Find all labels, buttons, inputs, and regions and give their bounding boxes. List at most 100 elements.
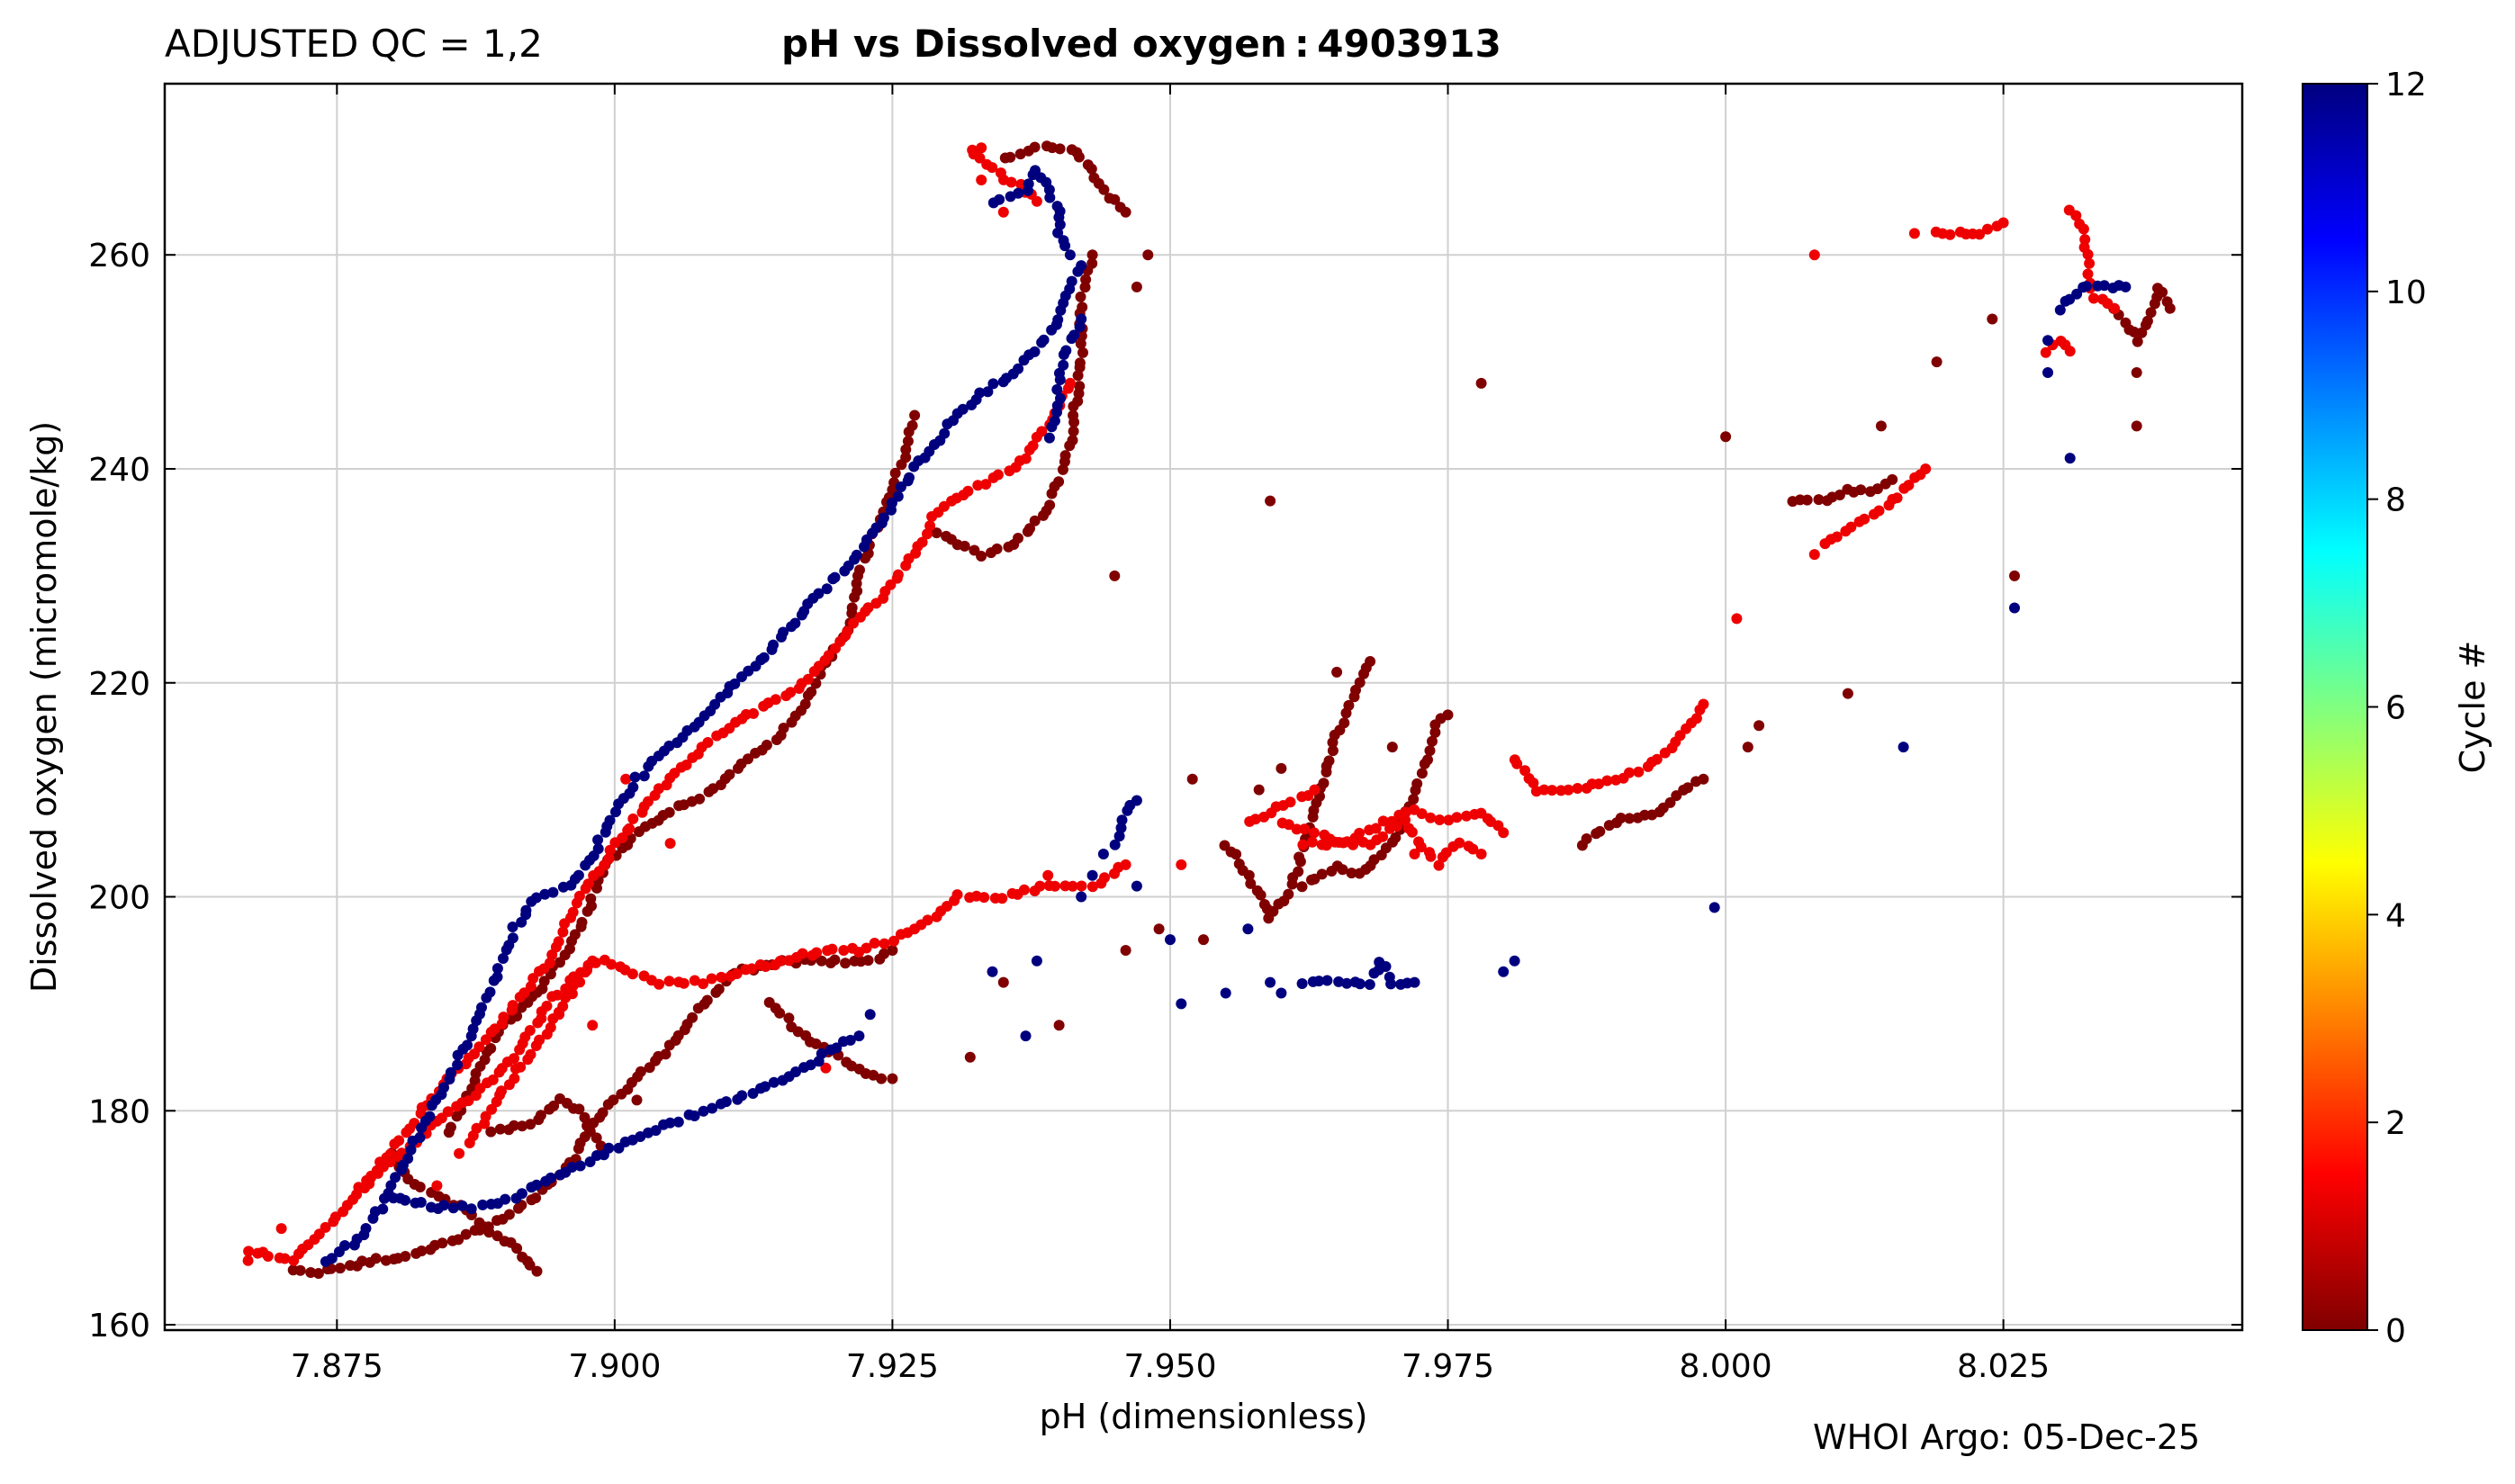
- data-point: [698, 1105, 709, 1117]
- data-point: [617, 832, 628, 843]
- x-tick-label: 7.875: [291, 1348, 383, 1385]
- qc-label: ADJUSTED QC = 1,2: [165, 22, 543, 66]
- data-point: [1873, 505, 1885, 517]
- data-point: [1067, 435, 1078, 446]
- data-point: [445, 1121, 456, 1133]
- data-point: [1052, 227, 1064, 238]
- data-point: [2088, 292, 2099, 304]
- data-point: [785, 687, 797, 698]
- data-point: [1380, 961, 1392, 972]
- data-point: [1120, 859, 1131, 870]
- data-point: [689, 975, 700, 986]
- data-point: [842, 625, 853, 637]
- data-point: [573, 1103, 585, 1115]
- data-point: [761, 739, 772, 751]
- data-point: [553, 936, 564, 948]
- data-point: [1131, 880, 1142, 892]
- data-point: [748, 707, 759, 719]
- data-point: [823, 650, 834, 661]
- data-point: [997, 206, 1009, 218]
- data-point: [746, 963, 758, 975]
- data-point: [1370, 823, 1382, 834]
- data-point: [724, 769, 735, 780]
- data-point: [848, 617, 859, 629]
- data-point: [431, 1180, 443, 1192]
- data-point: [1581, 833, 1592, 844]
- data-point: [548, 1100, 560, 1111]
- data-point: [1077, 301, 1088, 313]
- data-point: [1498, 827, 1510, 839]
- data-point: [242, 1255, 254, 1266]
- data-point: [1291, 823, 1303, 835]
- data-point: [698, 978, 709, 990]
- data-point: [840, 958, 852, 969]
- data-point: [701, 994, 713, 1006]
- data-point: [1131, 795, 1142, 806]
- data-point: [1698, 773, 1709, 785]
- data-point: [1601, 775, 1613, 787]
- data-point: [806, 686, 817, 697]
- data-point: [1060, 345, 1072, 356]
- data-point: [900, 452, 912, 463]
- data-point: [2042, 367, 2053, 378]
- data-point: [861, 942, 872, 954]
- data-point: [906, 419, 918, 431]
- data-point: [922, 528, 933, 540]
- data-point: [445, 1066, 456, 1078]
- data-point: [1422, 754, 1433, 766]
- data-point: [2109, 302, 2121, 314]
- data-point: [864, 1009, 876, 1021]
- data-point: [1243, 869, 1255, 881]
- data-point: [1053, 476, 1065, 488]
- data-point: [760, 1081, 771, 1093]
- data-point: [1309, 784, 1321, 796]
- data-point: [826, 943, 838, 955]
- data-point: [1323, 755, 1335, 767]
- data-point: [702, 737, 714, 748]
- series-cycle-0: [287, 140, 2176, 1279]
- data-point: [768, 1076, 780, 1088]
- data-point: [414, 1182, 426, 1192]
- data-point: [844, 1034, 856, 1046]
- data-point: [1408, 794, 1420, 805]
- data-point: [1044, 192, 1056, 203]
- x-axis-label: pH (dimensionless): [1040, 1397, 1368, 1436]
- data-point: [939, 427, 951, 439]
- data-point: [390, 1172, 401, 1183]
- y-axis-label: Dissolved oxygen (micromole/kg): [24, 421, 64, 993]
- data-point: [585, 893, 597, 904]
- data-point: [1120, 945, 1131, 956]
- data-point: [678, 977, 690, 989]
- data-point: [590, 1132, 602, 1144]
- data-point: [997, 976, 1009, 988]
- data-point: [774, 955, 786, 967]
- data-point: [2132, 336, 2143, 347]
- data-point: [716, 971, 727, 983]
- data-point: [747, 1088, 759, 1099]
- data-point: [862, 955, 874, 967]
- data-point: [1220, 987, 1231, 999]
- data-point: [820, 1062, 832, 1074]
- data-point: [569, 929, 581, 940]
- data-point: [980, 479, 992, 490]
- data-point: [603, 853, 615, 864]
- data-point: [664, 838, 676, 850]
- data-point: [1511, 758, 1523, 769]
- series-cycle-1: [242, 142, 2121, 1266]
- data-point: [1198, 934, 1209, 946]
- data-point: [1411, 778, 1423, 789]
- data-point: [1176, 859, 1187, 870]
- data-point: [1682, 782, 1694, 794]
- data-point: [377, 1203, 389, 1215]
- data-point: [1059, 240, 1071, 252]
- data-point: [879, 938, 890, 949]
- data-point: [638, 770, 650, 782]
- data-point: [976, 175, 987, 185]
- data-point: [1245, 877, 1257, 889]
- data-point: [1808, 549, 1820, 561]
- data-point: [438, 1200, 449, 1211]
- data-point: [851, 549, 862, 561]
- data-point: [1299, 823, 1311, 835]
- data-point: [544, 958, 555, 969]
- data-point: [465, 1203, 477, 1215]
